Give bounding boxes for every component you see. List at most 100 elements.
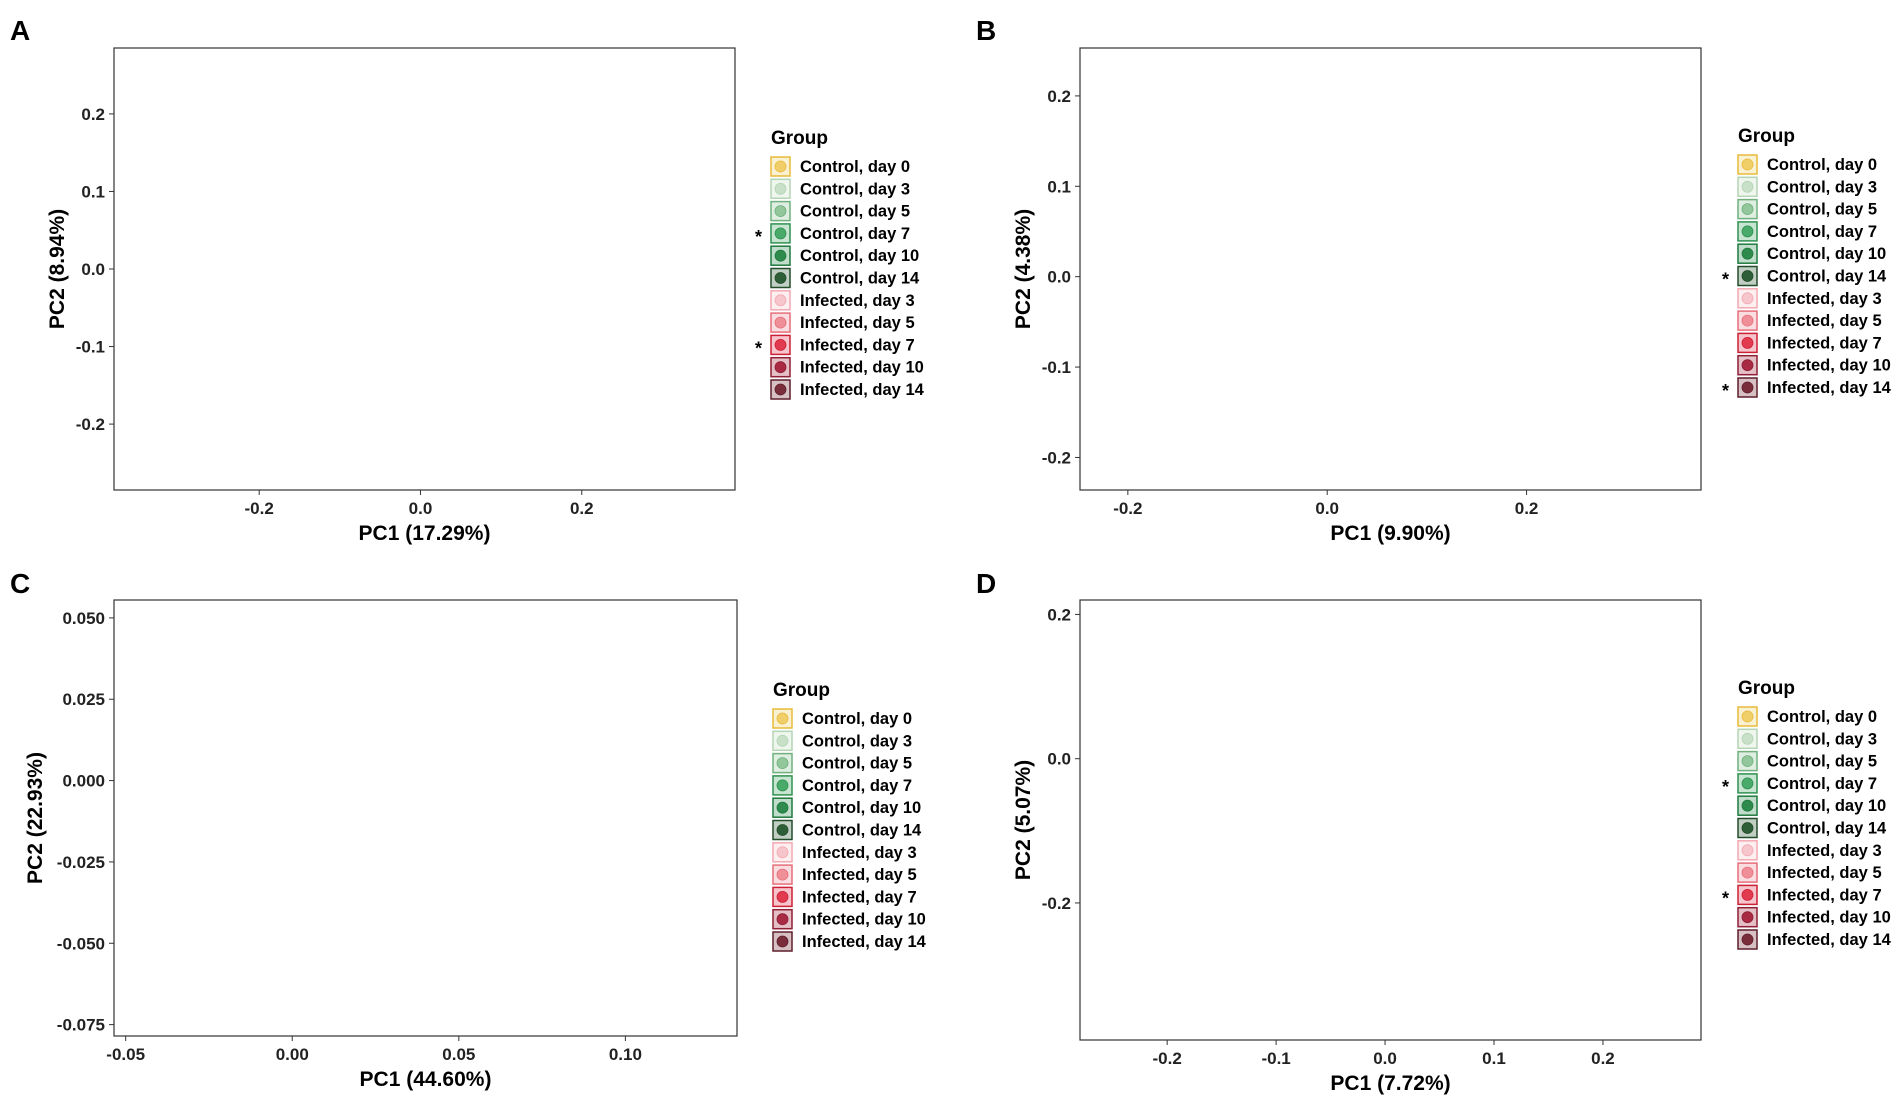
x-tick-label: -0.2 — [245, 499, 274, 518]
legend-label: Control, day 0 — [1767, 708, 1877, 726]
y-axis-label: PC2 (4.38%) — [1012, 209, 1035, 329]
legend-label: Infected, day 14 — [802, 933, 927, 951]
y-axis-label: PC2 (8.94%) — [46, 209, 69, 329]
legend-label: Infected, day 3 — [802, 844, 917, 862]
panel-a: A -0.2 0.0 0.2 -0.2 -0.1 0.0 0.1 0.2 PC1 (17.29%… — [10, 15, 925, 545]
y-tick-label: 0.0 — [1047, 268, 1071, 287]
legend-label: Infected, day 7 — [1767, 334, 1882, 352]
legend-key-dot — [1741, 247, 1754, 260]
panel-d: D -0.2 -0.1 0.0 0.1 0.2 -0.2 0.0 0.2 PC1 (7.72%)… — [976, 568, 1892, 1095]
legend-label: Control, day 14 — [800, 270, 920, 288]
x-tick-label: -0.05 — [106, 1045, 145, 1064]
legend-label: Control, day 14 — [802, 822, 922, 840]
legend-key-dot — [1741, 359, 1754, 372]
legend-label: Infected, day 7 — [802, 888, 917, 906]
legend-key-dot — [1741, 381, 1754, 394]
legend-key-dot — [774, 272, 787, 284]
legend-title: Group — [1738, 126, 1795, 147]
y-tick-label: -0.2 — [1042, 894, 1071, 913]
legend-key-dot — [1741, 889, 1754, 901]
legend-key-dot — [774, 316, 787, 329]
legend-key-dot — [776, 935, 789, 948]
legend-label: Control, day 5 — [1767, 201, 1877, 219]
legend-key-dot — [774, 338, 787, 351]
legend-label: Control, day 7 — [800, 225, 910, 243]
legend-label: Control, day 14 — [1767, 268, 1887, 286]
legend-label: Infected, day 10 — [800, 359, 924, 377]
x-tick-label: 0.2 — [1591, 1049, 1615, 1068]
panel-b-plot: -0.2 0.0 0.2 -0.2 -0.1 0.0 0.1 0.2 PC1 (9.90%) PC… — [1012, 47, 1702, 545]
legend-key-dot — [776, 846, 789, 859]
x-tick-label: 0.00 — [276, 1045, 309, 1064]
plot-border — [113, 47, 736, 491]
legend-star: * — [1722, 270, 1729, 290]
panel-a-plot: -0.2 0.0 0.2 -0.2 -0.1 0.0 0.1 0.2 PC1 (17.29%) P… — [46, 47, 736, 545]
legend-key-dot — [774, 205, 787, 218]
legend-key-dot — [776, 734, 789, 747]
legend-star: * — [1722, 888, 1729, 908]
legend-key-dot — [774, 160, 787, 173]
panel-b-legend: Group Control, day 0 Control, day 3 Control… — [1722, 126, 1892, 401]
legend-key-dot — [776, 801, 789, 814]
legend-label: Infected, day 10 — [1767, 357, 1891, 375]
y-tick-label: 0.050 — [62, 609, 105, 628]
legend-key-dot — [774, 182, 787, 195]
y-tick-label: 0.000 — [62, 772, 105, 791]
y-tick-label: 0.0 — [1047, 750, 1071, 769]
legend-title: Group — [771, 128, 828, 149]
panel-d-plot: -0.2 -0.1 0.0 0.1 0.2 -0.2 0.0 0.2 PC1 (7.72%) PC… — [1012, 599, 1702, 1095]
x-tick-label: 0.0 — [409, 499, 433, 518]
legend-label: Infected, day 10 — [802, 911, 926, 929]
legend-label: Infected, day 10 — [1767, 909, 1891, 927]
legend-label: Infected, day 7 — [800, 336, 915, 354]
legend-key-dot — [1741, 822, 1754, 834]
legend-label: Control, day 3 — [1767, 730, 1877, 748]
legend-key-dot — [776, 913, 789, 926]
legend-label: Control, day 10 — [802, 799, 921, 817]
x-axis-label: PC1 (9.90%) — [1330, 522, 1450, 545]
legend-label: Control, day 7 — [1767, 775, 1877, 793]
y-tick-label: 0.2 — [1047, 605, 1071, 624]
panel-d-letter: D — [976, 568, 996, 599]
legend-label: Infected, day 3 — [1767, 290, 1882, 308]
legend-key-dot — [776, 824, 789, 836]
legend-star: * — [755, 227, 762, 247]
legend-key-dot — [1741, 911, 1754, 924]
panel-b-letter: B — [976, 15, 996, 46]
legend-key-dot — [1741, 755, 1754, 767]
legend-label: Control, day 10 — [1767, 797, 1886, 815]
y-axis-label: PC2 (22.93%) — [24, 752, 47, 884]
legend-key-dot — [1741, 844, 1754, 857]
legend-title: Group — [773, 680, 830, 701]
legend-key-dot — [1741, 933, 1754, 946]
plot-border — [1079, 47, 1702, 491]
plot-border — [1079, 599, 1702, 1041]
y-tick-label: -0.1 — [1042, 358, 1071, 377]
legend-label: Control, day 5 — [802, 755, 912, 773]
y-tick-label: -0.025 — [57, 853, 105, 872]
y-tick-label: 0.1 — [1047, 177, 1071, 196]
legend-key-dot — [776, 891, 789, 903]
legend-label: Infected, day 5 — [1767, 312, 1882, 330]
legend-label: Control, day 7 — [1767, 223, 1877, 241]
x-axis-label: PC1 (44.60%) — [360, 1068, 492, 1091]
legend-label: Infected, day 5 — [800, 314, 915, 332]
legend-key-dot — [1741, 777, 1754, 790]
y-tick-label: -0.1 — [76, 338, 105, 357]
panel-a-letter: A — [10, 15, 30, 46]
y-tick-label: 0.2 — [81, 105, 105, 124]
y-tick-label: -0.075 — [57, 1016, 105, 1035]
legend-label: Control, day 3 — [800, 180, 910, 198]
y-axis-label: PC2 (5.07%) — [1012, 760, 1035, 880]
x-tick-label: -0.2 — [1113, 499, 1142, 518]
legend-label: Control, day 0 — [802, 710, 912, 728]
panel-a-legend: Group Control, day 0 Control, day 3 Control… — [755, 128, 925, 400]
x-axis-label: PC1 (7.72%) — [1330, 1072, 1450, 1095]
legend-label: Control, day 5 — [800, 203, 910, 221]
legend-label: Control, day 10 — [1767, 245, 1886, 263]
legend-label: Control, day 3 — [1767, 178, 1877, 196]
y-tick-label: 0.0 — [81, 260, 105, 279]
x-tick-label: 0.2 — [570, 499, 594, 518]
legend-star: * — [1722, 381, 1729, 401]
y-tick-label: 0.2 — [1047, 87, 1071, 106]
